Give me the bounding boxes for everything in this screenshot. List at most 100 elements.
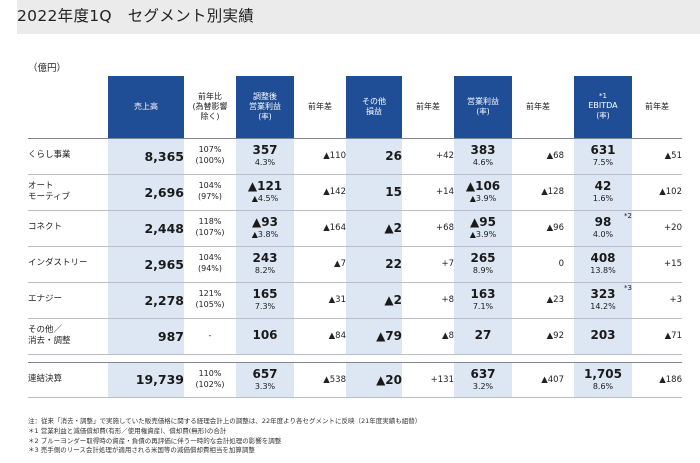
op-rate: 8.9% bbox=[472, 266, 494, 276]
other-value: 15 bbox=[346, 174, 402, 211]
header-op: 営業利益 (率) bbox=[454, 76, 512, 139]
op-value: ▲106 bbox=[465, 179, 501, 194]
spacer-cell bbox=[512, 354, 564, 363]
gap-cell bbox=[564, 246, 574, 283]
yoy-ratio: - bbox=[184, 318, 236, 355]
segment-table: 売上高 前年比 (為替影響 除く) 調整後 営業利益 (率) 前年差 その他 損益 前年差… bbox=[28, 76, 682, 398]
ebitda-cell: 42 1.6% bbox=[574, 174, 632, 211]
gap-cell bbox=[564, 362, 574, 398]
ebitda-diff: ▲102 bbox=[632, 174, 682, 211]
adjusted-op-diff: ▲31 bbox=[294, 282, 346, 319]
gap-cell bbox=[564, 282, 574, 319]
other-value: ▲2 bbox=[346, 282, 402, 319]
op-diff: 0 bbox=[512, 246, 564, 283]
op-cell: 27 bbox=[454, 318, 512, 355]
adjusted-op-rate: 7.3% bbox=[254, 302, 276, 312]
op-rate: ▲3.9% bbox=[469, 194, 497, 204]
op-rate: 4.6% bbox=[472, 158, 494, 168]
yoy-ratio: 118% (107%) bbox=[184, 210, 236, 247]
page-title: 2022年度1Q セグメント別実績 bbox=[17, 7, 255, 25]
unit-label: （億円） bbox=[28, 63, 67, 74]
adjusted-op-diff: ▲7 bbox=[294, 246, 346, 283]
op-cell: ▲106 ▲3.9% bbox=[454, 174, 512, 211]
spacer-row bbox=[28, 354, 682, 363]
adjusted-op-diff: ▲538 bbox=[294, 362, 346, 398]
table-row: くらし事業 8,365 107% (100%) 357 4.3% ▲110 26 +… bbox=[28, 138, 682, 175]
spacer-cell bbox=[294, 354, 346, 363]
table-row: インダストリー 2,965 104% (94%) 243 8.2% ▲7 22 +7… bbox=[28, 246, 682, 283]
op-diff: ▲68 bbox=[512, 138, 564, 175]
spacer-cell bbox=[454, 354, 512, 363]
segment-name: くらし事業 bbox=[28, 138, 108, 175]
adjusted-op-value: 357 bbox=[252, 143, 278, 158]
ebitda-diff: ▲71 bbox=[632, 318, 682, 355]
adjusted-op-diff: ▲84 bbox=[294, 318, 346, 355]
ebitda-diff: ▲51 bbox=[632, 138, 682, 175]
header-ebitda: *1 EBITDA (率) bbox=[574, 76, 632, 139]
header-diff-4: 前年差 bbox=[632, 76, 682, 139]
yoy-ratio: 107% (100%) bbox=[184, 138, 236, 175]
ebitda-value: 42 bbox=[594, 179, 612, 194]
op-value: 27 bbox=[474, 328, 492, 343]
op-rate: 3.2% bbox=[472, 381, 494, 391]
sales-value: 2,696 bbox=[108, 174, 184, 211]
segment-name: インダストリー bbox=[28, 246, 108, 283]
op-diff: ▲407 bbox=[512, 362, 564, 398]
op-rate: ▲3.9% bbox=[469, 230, 497, 240]
sales-value: 8,365 bbox=[108, 138, 184, 175]
other-diff: +8 bbox=[402, 282, 454, 319]
adjusted-op-diff: ▲142 bbox=[294, 174, 346, 211]
other-diff: +42 bbox=[402, 138, 454, 175]
footnote: ＊2 ブルーヨンダー取得時の資産・負債の再評価に伴う一時的な会計処理の影響を調整 bbox=[28, 436, 282, 445]
ebitda-rate: 1.6% bbox=[592, 194, 614, 204]
spacer-cell bbox=[402, 354, 454, 363]
adjusted-op-value: 165 bbox=[252, 287, 278, 302]
adjusted-op-cell: 657 3.3% bbox=[236, 362, 294, 398]
adjusted-op-diff: ▲164 bbox=[294, 210, 346, 247]
ebitda-value: 631 bbox=[590, 143, 616, 158]
table-row: オート モーティブ 2,696 104% (97%) ▲121 ▲4.5% ▲142 … bbox=[28, 174, 682, 211]
adjusted-op-value: 657 bbox=[252, 366, 278, 381]
total-row: 連結決算 19,739 110% (102%) 657 3.3% ▲538 ▲20 … bbox=[28, 362, 682, 398]
gap-cell bbox=[564, 210, 574, 247]
ebitda-value: 98 bbox=[594, 215, 612, 230]
spacer-cell bbox=[346, 354, 402, 363]
adjusted-op-value: 106 bbox=[252, 328, 278, 343]
header-row: 売上高 前年比 (為替影響 除く) 調整後 営業利益 (率) 前年差 その他 損益 前年差… bbox=[28, 76, 682, 139]
sales-value: 2,965 bbox=[108, 246, 184, 283]
sales-value: 2,448 bbox=[108, 210, 184, 247]
op-value: 383 bbox=[470, 143, 496, 158]
spacer-cell bbox=[28, 354, 108, 363]
segment-name: コネクト bbox=[28, 210, 108, 247]
adjusted-op-value: ▲121 bbox=[247, 179, 283, 194]
ebitda-cell: 1,705 8.6% bbox=[574, 362, 632, 398]
ebitda-cell: 323 14.2% *3 bbox=[574, 282, 632, 319]
adjusted-op-cell: ▲121 ▲4.5% bbox=[236, 174, 294, 211]
ebitda-rate: 4.0% bbox=[592, 230, 614, 240]
header-yoy-ratio: 前年比 (為替影響 除く) bbox=[184, 76, 236, 139]
ebitda-cell: 631 7.5% bbox=[574, 138, 632, 175]
segment-name: オート モーティブ bbox=[28, 174, 108, 211]
op-value: 265 bbox=[470, 251, 496, 266]
adjusted-op-cell: 165 7.3% bbox=[236, 282, 294, 319]
op-value: 637 bbox=[470, 366, 496, 381]
yoy-ratio: 110% (102%) bbox=[184, 362, 236, 398]
adjusted-op-cell: 243 8.2% bbox=[236, 246, 294, 283]
ebitda-cell: 203 bbox=[574, 318, 632, 355]
op-cell: 265 8.9% bbox=[454, 246, 512, 283]
other-value: ▲2 bbox=[346, 210, 402, 247]
table-row: エナジー 2,278 121% (105%) 165 7.3% ▲31 ▲2 +8 … bbox=[28, 282, 682, 319]
op-cell: 637 3.2% bbox=[454, 362, 512, 398]
segment-name: エナジー bbox=[28, 282, 108, 319]
ebitda-rate: 14.2% bbox=[590, 302, 616, 312]
op-diff: ▲23 bbox=[512, 282, 564, 319]
title-bar bbox=[17, 0, 700, 34]
ebitda-diff: ▲186 bbox=[632, 362, 682, 398]
adjusted-op-rate: ▲3.8% bbox=[251, 230, 279, 240]
header-segment bbox=[28, 76, 108, 139]
gap-cell bbox=[564, 318, 574, 355]
yoy-ratio: 104% (94%) bbox=[184, 246, 236, 283]
op-value: 163 bbox=[470, 287, 496, 302]
other-value: 26 bbox=[346, 138, 402, 175]
ebitda-value: 1,705 bbox=[584, 366, 622, 381]
